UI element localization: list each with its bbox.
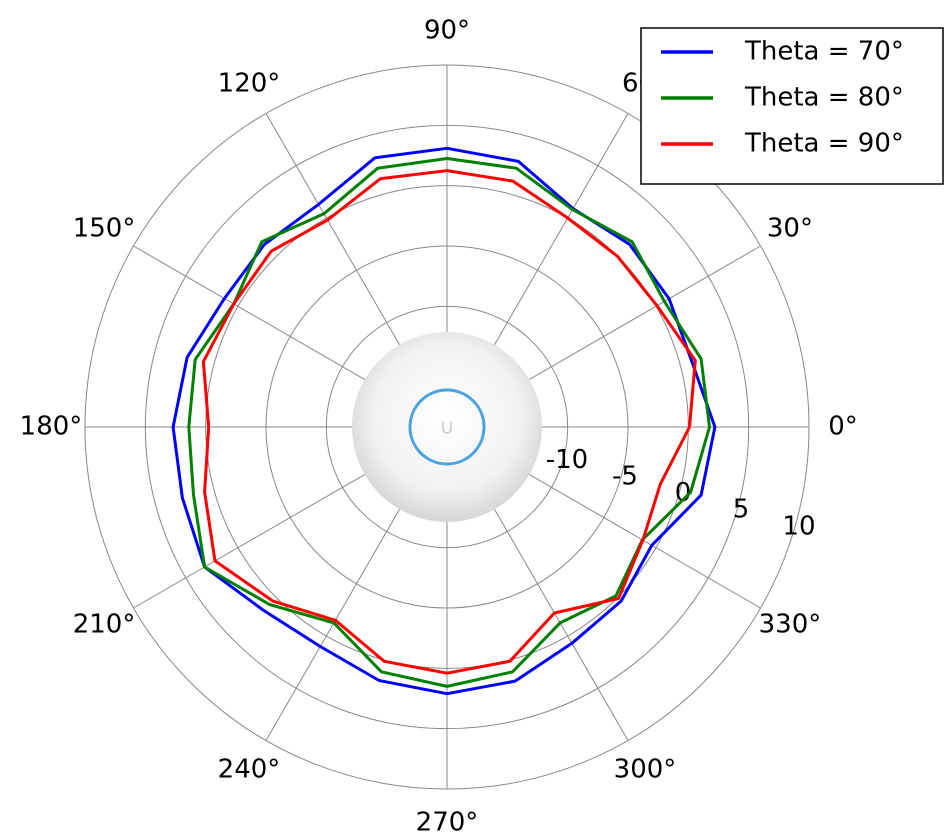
legend-box — [640, 27, 944, 185]
legend-label: Theta = 80° — [744, 83, 904, 113]
theta-tick-label: 30° — [767, 214, 813, 244]
r-tick-label: 10 — [782, 511, 815, 541]
theta-tick-label: 150° — [73, 214, 136, 244]
device-ring — [408, 388, 486, 466]
r-tick-label: -5 — [612, 461, 638, 491]
r-tick-label: 5 — [733, 495, 750, 525]
legend-label: Theta = 70° — [744, 37, 904, 67]
theta-tick-label: 120° — [218, 69, 281, 99]
legend-label: Theta = 90° — [744, 129, 904, 159]
device-image — [352, 332, 542, 522]
theta-tick-label: 330° — [759, 610, 822, 640]
theta-tick-label: 210° — [73, 610, 136, 640]
r-tick-label: 0 — [675, 478, 692, 508]
theta-tick-label: 240° — [218, 754, 281, 784]
device-body — [352, 332, 542, 522]
theta-tick-label: 300° — [614, 754, 677, 784]
theta-tick-label: 180° — [20, 412, 83, 442]
series-line — [201, 169, 697, 675]
theta-tick-label: 90° — [424, 16, 470, 46]
theta-tick-label: 270° — [416, 808, 479, 836]
device-logo — [442, 421, 452, 434]
series-line — [187, 157, 711, 688]
theta-tick-label: 0° — [828, 412, 858, 442]
r-tick-label: -10 — [546, 445, 588, 475]
